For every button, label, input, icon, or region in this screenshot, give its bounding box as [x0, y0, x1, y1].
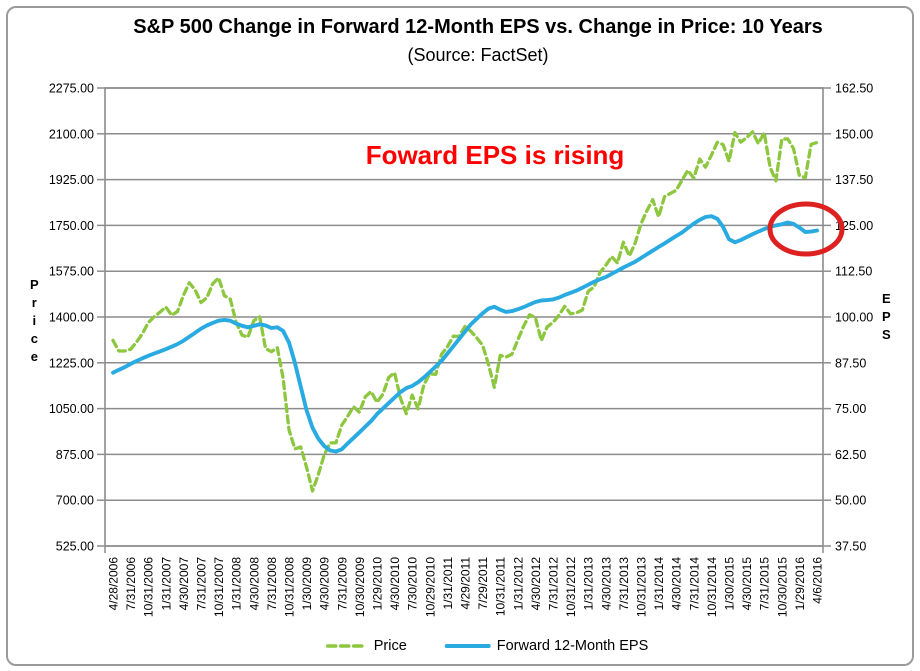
- x-axis-tick-label: 4/6/2016: [811, 557, 825, 604]
- x-axis-tick-label: 10/29/2010: [423, 557, 437, 617]
- eps-axis-tick-label: 100.00: [835, 311, 873, 325]
- x-axis-tick-label: 1/30/2015: [723, 557, 737, 611]
- eps-axis-tick-label: 150.00: [835, 127, 873, 141]
- eps-axis-tick-label: 87.50: [835, 356, 866, 370]
- legend-item-price: Price: [325, 638, 407, 654]
- price-axis-tick-label: 875.00: [56, 448, 94, 462]
- eps-axis-tick-label: 137.50: [835, 173, 873, 187]
- x-axis-tick-label: 1/31/2013: [582, 557, 596, 611]
- x-axis-tick-label: 7/31/2013: [617, 557, 631, 611]
- x-axis-tick-label: 1/31/2011: [441, 557, 455, 610]
- price-axis-tick-label: 2100.00: [49, 127, 94, 141]
- eps-axis-tick-label: 50.00: [835, 494, 866, 508]
- x-axis-tick-label: 4/30/2015: [740, 557, 754, 611]
- x-axis-tick-label: 10/31/2011: [494, 557, 508, 616]
- x-axis-tick-label: 7/31/2014: [687, 557, 701, 611]
- plot-border: [104, 87, 824, 547]
- price-axis-tick-label: 1575.00: [49, 265, 94, 279]
- x-axis-tick-label: 4/30/2012: [529, 557, 543, 611]
- price-line: [111, 130, 819, 493]
- x-axis-tick-label: 1/31/2007: [159, 557, 173, 611]
- price-axis-tick-label: 1400.00: [49, 311, 94, 325]
- x-axis-tick-label: 4/30/2013: [599, 557, 613, 611]
- price-axis-tick-label: 1750.00: [49, 219, 94, 233]
- price-axis-title: P r i c e: [30, 277, 39, 364]
- x-axis-tick-label: 10/31/2006: [142, 557, 156, 617]
- highlight-ellipse: [767, 201, 845, 257]
- x-axis-tick-label: 10/31/2014: [705, 557, 719, 617]
- legend-label-eps: Forward 12-Month EPS: [496, 638, 649, 654]
- x-axis-tick-label: 1/31/2012: [511, 557, 525, 611]
- x-axis-tick-label: 4/30/2007: [177, 557, 191, 611]
- eps-axis-tick-label: 125.00: [835, 219, 873, 233]
- annotation-text: Foward EPS is rising: [365, 140, 625, 170]
- price-axis-tick-label: 2275.00: [49, 82, 94, 96]
- x-axis-tick-label: 1/29/2016: [793, 557, 807, 611]
- legend: Price Forward 12-Month EPS: [325, 638, 649, 654]
- x-axis-tick-label: 10/30/2009: [353, 557, 367, 617]
- price-axis-tick-label: 1225.00: [49, 356, 94, 370]
- x-axis-tick-label: 7/31/2008: [265, 557, 279, 611]
- x-axis-tick-label: 4/30/2014: [670, 557, 684, 611]
- x-axis-tick-label: 4/28/2006: [107, 557, 121, 611]
- x-axis-tick-label: 1/30/2009: [300, 557, 314, 611]
- price-dashed-line-swatch: [325, 644, 368, 648]
- x-axis-tick-label: 10/30/2015: [775, 557, 789, 617]
- x-axis-tick-label: 4/30/2010: [388, 557, 402, 611]
- x-axis-tick-label: 7/29/2011: [476, 557, 490, 610]
- x-axis-tick-label: 7/31/2015: [758, 557, 772, 611]
- x-axis-tick-label: 10/31/2012: [564, 557, 578, 617]
- eps-axis-tick-label: 37.50: [835, 540, 866, 554]
- price-axis-tick-label: 525.00: [56, 540, 94, 554]
- eps-axis-tick-label: 62.50: [835, 448, 866, 462]
- chart-subtitle: (Source: FactSet): [407, 45, 549, 65]
- x-axis-tick-label: 10/31/2008: [283, 557, 297, 617]
- forward-eps-line: [111, 214, 819, 454]
- x-axis-tick-label: 10/31/2007: [212, 557, 226, 617]
- x-axis-tick-label: 4/30/2009: [318, 557, 332, 611]
- eps-axis-title: E P S: [882, 291, 891, 342]
- x-axis-tick-label: 4/30/2008: [247, 557, 261, 611]
- eps-axis-tick-label: 75.00: [835, 402, 866, 416]
- x-axis-tick-label: 7/31/2006: [124, 557, 138, 611]
- eps-solid-line-swatch: [444, 644, 491, 648]
- price-axis-tick-label: 1925.00: [49, 173, 94, 187]
- x-axis-tick-label: 7/31/2009: [335, 557, 349, 611]
- legend-label-price: Price: [373, 638, 407, 654]
- x-axis-tick-label: 1/31/2014: [652, 557, 666, 611]
- x-axis-tick-label: 7/31/2007: [195, 557, 209, 611]
- x-axis-tick-label: 1/29/2010: [371, 557, 385, 611]
- eps-axis-tick-label: 162.50: [835, 82, 873, 96]
- x-axis-tick-label: 1/31/2008: [230, 557, 244, 611]
- x-axis-tick-label: 7/30/2010: [406, 557, 420, 611]
- x-axis-tick-label: 7/31/2012: [547, 557, 561, 611]
- eps-axis-tick-label: 112.50: [835, 265, 872, 279]
- price-axis-tick-label: 700.00: [56, 494, 94, 508]
- legend-item-eps: Forward 12-Month EPS: [444, 638, 649, 654]
- x-axis-tick-label: 4/29/2011: [459, 557, 473, 610]
- price-axis-tick-label: 1050.00: [49, 402, 94, 416]
- chart-title: S&P 500 Change in Forward 12-Month EPS v…: [133, 16, 823, 38]
- x-axis-tick-label: 10/31/2013: [635, 557, 649, 617]
